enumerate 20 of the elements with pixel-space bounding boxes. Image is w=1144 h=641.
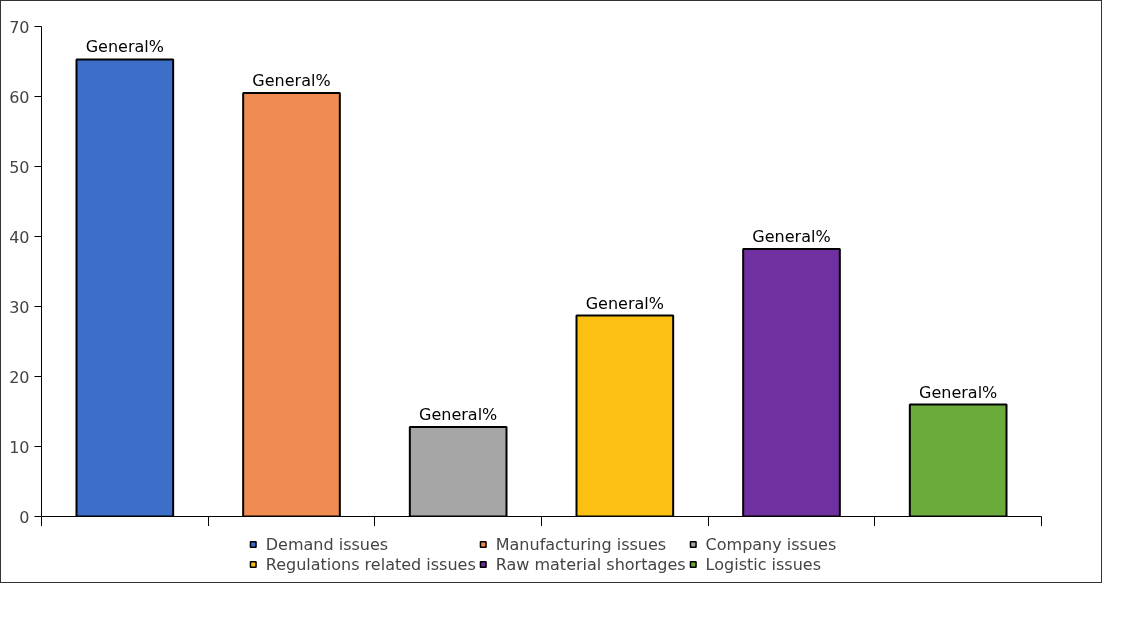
legend-label: Manufacturing issues bbox=[495, 534, 667, 554]
y-tick-label: 10 bbox=[9, 437, 30, 457]
y-tick-label: 40 bbox=[9, 227, 30, 247]
data-label: General% bbox=[419, 404, 498, 424]
data-label: General% bbox=[252, 71, 331, 90]
legend-label: Raw material shortages bbox=[495, 554, 686, 574]
y-tick-label: 30 bbox=[9, 297, 30, 317]
y-tick-label: 50 bbox=[9, 157, 30, 177]
legend-label: Logistic issues bbox=[705, 554, 822, 574]
legend-label: Demand issues bbox=[265, 534, 389, 554]
y-tick-label: 20 bbox=[9, 367, 30, 387]
data-label: General% bbox=[752, 227, 831, 247]
y-tick-label: 70 bbox=[9, 17, 30, 37]
y-tick-label: 60 bbox=[9, 87, 30, 107]
legend-label: Company issues bbox=[705, 534, 837, 554]
y-tick-label: 0 bbox=[19, 507, 30, 527]
data-label: General% bbox=[585, 293, 664, 313]
data-label: General% bbox=[919, 382, 998, 402]
data-label: General% bbox=[85, 37, 164, 57]
legend-label: Regulations related issues bbox=[265, 554, 476, 574]
